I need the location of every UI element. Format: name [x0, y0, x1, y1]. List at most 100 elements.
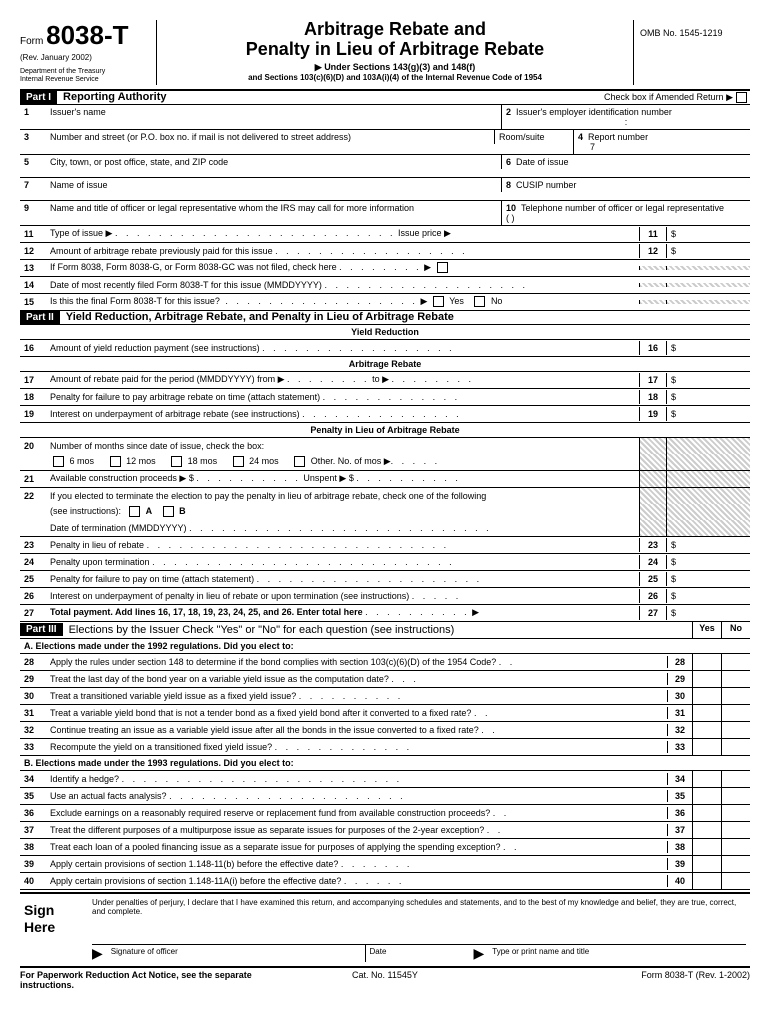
part1-title: Reporting Authority: [63, 91, 604, 103]
cb-b[interactable]: [163, 506, 174, 517]
row-25: 25Penalty for failure to pay on time (at…: [20, 571, 750, 588]
no-39[interactable]: [721, 856, 750, 872]
label-14: Date of most recently filed Form 8038-T …: [46, 279, 639, 291]
label-22: If you elected to terminate the election…: [46, 490, 639, 502]
yes-40[interactable]: [692, 873, 721, 889]
row-30: 30Treat a transitioned variable yield is…: [20, 688, 750, 705]
box-26: 26: [640, 589, 667, 603]
title-line1: Arbitrage Rebate and: [167, 20, 623, 40]
amt-25[interactable]: $: [667, 572, 750, 586]
yes-33[interactable]: [692, 739, 721, 755]
no-36[interactable]: [721, 805, 750, 821]
qnum-31: 31: [667, 707, 692, 719]
title-line2: Penalty in Lieu of Arbitrage Rebate: [167, 40, 623, 60]
num-18: 18: [20, 390, 46, 404]
no-34[interactable]: [721, 771, 750, 787]
checkbox-13[interactable]: [437, 262, 448, 273]
row-5-6: 5 City, town, or post office, state, and…: [20, 155, 750, 178]
amt-27[interactable]: $: [667, 606, 750, 620]
no-40[interactable]: [721, 873, 750, 889]
yes-38[interactable]: [692, 839, 721, 855]
amt-16[interactable]: $: [667, 341, 750, 355]
amended-checkbox[interactable]: [736, 92, 747, 103]
yes-29[interactable]: [692, 671, 721, 687]
label-6: Date of issue: [516, 157, 569, 167]
checkbox-yes[interactable]: [433, 296, 444, 307]
num-23: 23: [20, 538, 46, 552]
arrow-icon: ▶: [92, 945, 107, 962]
row-21: 21 Available construction proceeds ▶ $ .…: [20, 471, 750, 488]
yes-34[interactable]: [692, 771, 721, 787]
box-19: 19: [640, 407, 667, 421]
sig-name-title[interactable]: Type or print name and title: [488, 945, 746, 962]
cb-other[interactable]: [294, 456, 305, 467]
yes-35[interactable]: [692, 788, 721, 804]
no-29[interactable]: [721, 671, 750, 687]
amt-26[interactable]: $: [667, 589, 750, 603]
part2-badge: Part II: [20, 311, 60, 324]
amt-12[interactable]: $: [667, 244, 750, 258]
num-17: 17: [20, 373, 46, 387]
yes-28[interactable]: [692, 654, 721, 670]
amt-11[interactable]: $: [667, 227, 750, 241]
row-19: 19 Interest on underpayment of arbitrage…: [20, 406, 750, 423]
part2-title: Yield Reduction, Arbitrage Rebate, and P…: [66, 311, 750, 323]
hatch-13b: [667, 266, 750, 270]
row-27: 27Total payment. Add lines 16, 17, 18, 1…: [20, 605, 750, 622]
yes-31[interactable]: [692, 705, 721, 721]
no-30[interactable]: [721, 688, 750, 704]
cb-6mos[interactable]: [53, 456, 64, 467]
section-a: A. Elections made under the 1992 regulat…: [20, 639, 750, 654]
omb-number: OMB No. 1545-1219: [633, 20, 750, 85]
row-29: 29Treat the last day of the bond year on…: [20, 671, 750, 688]
row-3-4: 3 Number and street (or P.O. box no. if …: [20, 130, 750, 155]
cb-24mos[interactable]: [233, 456, 244, 467]
no-28[interactable]: [721, 654, 750, 670]
yes-30[interactable]: [692, 688, 721, 704]
no-32[interactable]: [721, 722, 750, 738]
row-24: 24Penalty upon termination . . . . . . .…: [20, 554, 750, 571]
row-9-10: 9 Name and title of officer or legal rep…: [20, 201, 750, 226]
row-1-2: 1 Issuer's name 2 Issuer's employer iden…: [20, 105, 750, 130]
yes-37[interactable]: [692, 822, 721, 838]
label-33: Recompute the yield on a transitioned fi…: [46, 741, 667, 753]
checkbox-no[interactable]: [474, 296, 485, 307]
label-18: Penalty for failure to pay arbitrage reb…: [46, 391, 639, 403]
cb-18mos[interactable]: [171, 456, 182, 467]
amt-23[interactable]: $: [667, 538, 750, 552]
no-35[interactable]: [721, 788, 750, 804]
num-9: 9: [20, 201, 46, 215]
num-16: 16: [20, 341, 46, 355]
yes-32[interactable]: [692, 722, 721, 738]
no-38[interactable]: [721, 839, 750, 855]
label-29: Treat the last day of the bond year on a…: [46, 673, 667, 685]
no-37[interactable]: [721, 822, 750, 838]
num-40: 40: [20, 874, 46, 888]
num-29: 29: [20, 672, 46, 686]
box-17: 17: [640, 373, 667, 387]
no-31[interactable]: [721, 705, 750, 721]
sign-here-label: Sign Here: [20, 894, 88, 966]
qnum-40: 40: [667, 875, 692, 887]
num-20: 20: [20, 439, 46, 453]
cb-12mos[interactable]: [110, 456, 121, 467]
yes-36[interactable]: [692, 805, 721, 821]
row-38: 38Treat each loan of a pooled financing …: [20, 839, 750, 856]
label-32: Continue treating an issue as a variable…: [46, 724, 667, 736]
num-33: 33: [20, 740, 46, 754]
amt-18[interactable]: $: [667, 390, 750, 404]
sig-officer[interactable]: Signature of officer: [107, 945, 365, 962]
row-26: 26Interest on underpayment of penalty in…: [20, 588, 750, 605]
num-34: 34: [20, 772, 46, 786]
label-5: City, town, or post office, state, and Z…: [46, 155, 501, 169]
num-1: 1: [20, 105, 46, 119]
qnum-35: 35: [667, 790, 692, 802]
no-33[interactable]: [721, 739, 750, 755]
amt-24[interactable]: $: [667, 555, 750, 569]
yes-39[interactable]: [692, 856, 721, 872]
label-36: Exclude earnings on a reasonably require…: [46, 807, 667, 819]
amt-17[interactable]: $: [667, 373, 750, 387]
amt-19[interactable]: $: [667, 407, 750, 421]
sig-date[interactable]: Date: [365, 945, 474, 962]
cb-a[interactable]: [129, 506, 140, 517]
